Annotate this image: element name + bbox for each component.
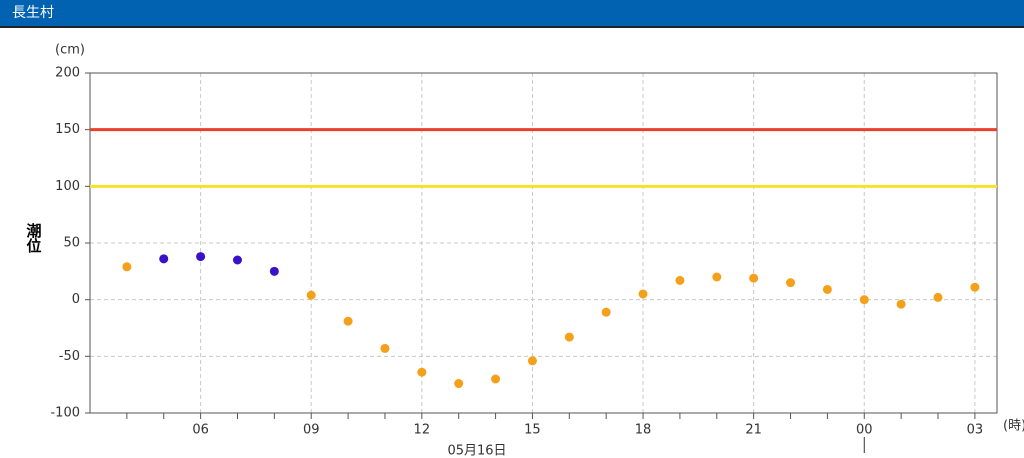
- y-tick-label: 150: [55, 122, 80, 137]
- point: [896, 299, 906, 309]
- point: [196, 252, 206, 262]
- point: [564, 332, 574, 342]
- point: [491, 374, 501, 384]
- point: [343, 316, 353, 326]
- x-tick-label: 18: [635, 423, 652, 438]
- x-tick-label: 21: [745, 423, 762, 438]
- date-label: 05月16日: [447, 444, 506, 458]
- point: [232, 255, 242, 265]
- point: [454, 379, 464, 389]
- point: [822, 284, 832, 294]
- y-tick-label: -100: [50, 406, 80, 421]
- y-tick-label: -50: [59, 349, 80, 364]
- plot-frame: [89, 72, 998, 414]
- point: [380, 343, 390, 353]
- point: [527, 356, 537, 366]
- y-tick-label: 200: [55, 66, 80, 81]
- point: [269, 266, 279, 276]
- point: [712, 272, 722, 282]
- x-tick-label: 09: [303, 423, 320, 438]
- x-unit: (時): [1003, 419, 1024, 434]
- point: [749, 273, 759, 283]
- point: [859, 295, 869, 305]
- point: [786, 278, 796, 288]
- point: [638, 289, 648, 299]
- point: [417, 367, 427, 377]
- y-label: 潮位: [25, 222, 43, 253]
- point: [933, 292, 943, 302]
- x-tick-label: 03: [967, 423, 984, 438]
- x-tick-label: 12: [414, 423, 431, 438]
- x-tick-label: 15: [524, 423, 541, 438]
- x-tick-label: 00: [856, 423, 873, 438]
- point: [306, 290, 316, 300]
- header: 長生村: [0, 0, 1024, 28]
- y-unit: (cm): [55, 43, 85, 58]
- point: [122, 262, 132, 272]
- chart: (cm) (時) 05月16日 潮位 -100 -50 0 50 100 150 200 06…: [25, 43, 1024, 458]
- point: [675, 275, 685, 285]
- x-tick-label: 06: [192, 423, 209, 438]
- point: [601, 307, 611, 317]
- y-tick-label: 0: [72, 292, 80, 307]
- point: [970, 282, 980, 292]
- y-tick-label: 50: [63, 236, 80, 251]
- y-tick-label: 100: [55, 179, 80, 194]
- point: [159, 254, 169, 264]
- header-title: 長生村: [12, 5, 54, 21]
